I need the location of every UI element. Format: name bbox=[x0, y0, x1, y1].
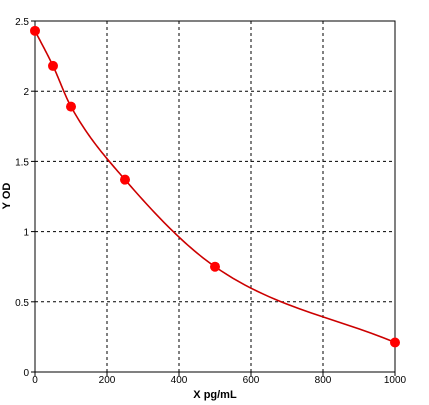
y-tick-label: 2 bbox=[23, 87, 29, 98]
y-tick-label: 0 bbox=[23, 368, 29, 379]
plot-frame bbox=[34, 20, 396, 373]
data-points bbox=[30, 25, 400, 348]
y-tick-labels: 0 0.5 1 1.5 2 2.5 bbox=[15, 17, 29, 379]
data-point bbox=[66, 101, 76, 112]
data-point bbox=[210, 261, 220, 272]
y-tick-label: 1.5 bbox=[15, 157, 29, 168]
x-tick-labels: 0 200 400 600 800 1000 bbox=[32, 375, 406, 386]
x-tick-label: 0 bbox=[32, 375, 38, 386]
x-tick-label: 600 bbox=[243, 375, 260, 386]
y-axis-label: Y OD bbox=[1, 183, 13, 210]
x-tick-label: 200 bbox=[99, 375, 116, 386]
axis-ticks bbox=[31, 20, 396, 376]
data-point bbox=[48, 60, 58, 71]
x-tick-label: 1000 bbox=[384, 375, 407, 386]
x-tick-label: 800 bbox=[315, 375, 332, 386]
y-tick-label: 0.5 bbox=[15, 298, 29, 309]
grid-lines bbox=[35, 21, 395, 372]
data-point bbox=[390, 337, 400, 348]
x-axis-label: X pg/mL bbox=[193, 389, 237, 401]
x-tick-label: 400 bbox=[171, 375, 188, 386]
data-point bbox=[30, 25, 40, 36]
fitted-curve bbox=[34, 30, 396, 344]
data-point bbox=[120, 174, 130, 185]
y-tick-label: 2.5 bbox=[15, 17, 29, 28]
y-tick-label: 1 bbox=[23, 228, 29, 239]
